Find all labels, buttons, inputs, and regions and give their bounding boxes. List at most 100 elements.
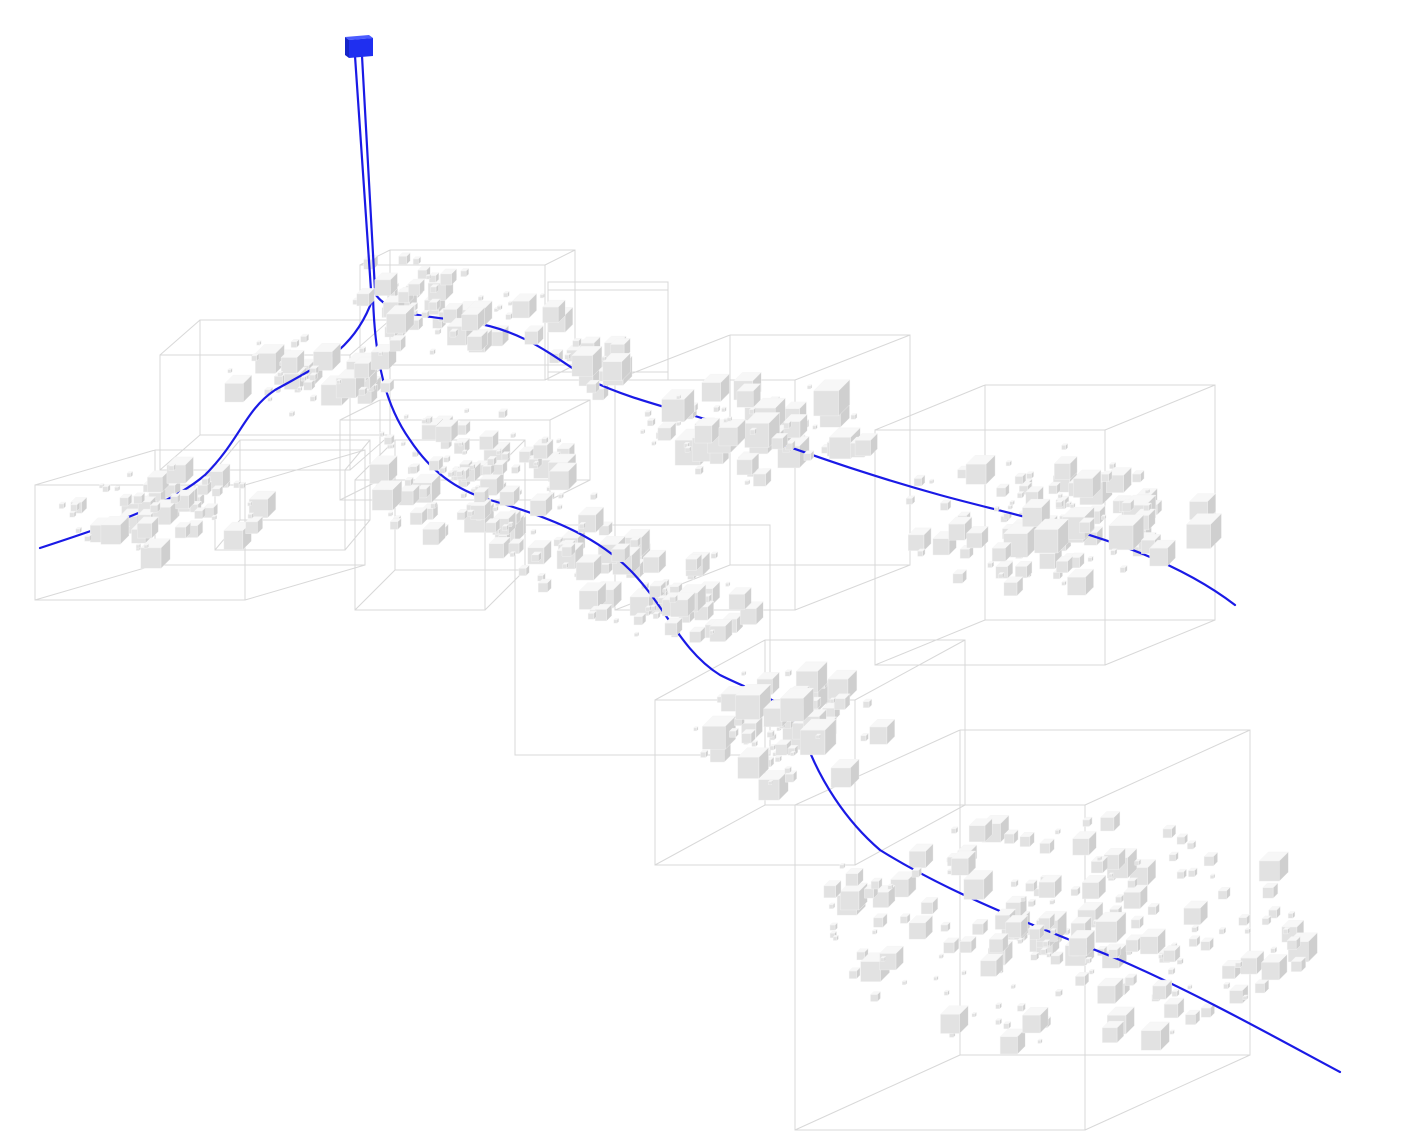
white-cube-icon [479,430,499,451]
cube-face [570,542,576,557]
cube-face [1046,953,1051,958]
cube-face [421,312,428,318]
cube-face [1120,894,1124,904]
cube-face [300,377,305,382]
cube-face [676,395,680,400]
white-cube-icon [675,420,682,427]
cube-face [562,564,567,569]
cube-face [543,293,545,299]
cube-face [310,396,315,402]
white-cube-icon [1176,868,1187,880]
white-cube-icon [539,293,546,299]
white-cube-icon [586,379,600,394]
cube-face [817,661,828,694]
cube-face [878,877,883,890]
white-cube-icon [1054,988,1063,997]
cube-face [201,478,208,486]
white-cube-icon [871,928,878,935]
white-cube-icon [398,484,420,506]
white-cube-icon [587,610,597,620]
cube-face [741,672,745,676]
cube-face [1070,889,1078,896]
cube-face [73,510,77,518]
cube-face [724,406,727,413]
white-cube-icon [880,955,887,963]
white-cube-icon [812,424,818,430]
cube-face [940,1014,960,1034]
cube-face [925,843,934,869]
cube-face [416,463,420,474]
bounding-box [614,334,911,611]
cube-face [1012,499,1015,506]
white-cube-icon [1082,816,1093,827]
cube-face [1176,871,1184,879]
cube-face [1049,912,1055,930]
cube-face [1187,843,1194,850]
white-cube-icon [398,252,411,265]
cube-face [1048,485,1058,495]
cube-face [793,750,796,757]
white-cube-icon [860,732,869,742]
cube-face [438,327,442,335]
cube-face [150,505,158,513]
white-cube-icon [784,669,793,677]
white-cube-icon [829,922,838,931]
cube-face [495,518,501,534]
white-cube-icon [309,372,318,381]
cube-face [771,729,775,738]
white-cube-icon [458,441,464,447]
cube-face [1119,567,1126,573]
white-cube-icon [1186,840,1197,850]
cube-face [593,554,602,581]
cube-face [608,521,613,536]
cube-face [707,600,714,621]
white-cube-icon [1108,514,1145,551]
cube-face [1124,565,1128,574]
cube-face [421,419,426,424]
white-cube-icon [1238,913,1251,926]
cube-face [435,426,452,443]
white-cube-icon [288,410,296,417]
cube-face [1055,991,1061,997]
cube-face [374,279,391,296]
white-cube-icon [1007,504,1013,510]
white-cube-icon [531,551,542,563]
cube-face [810,384,812,390]
white-cube-icon [211,514,218,521]
white-cube-icon [166,456,194,484]
cube-face [1036,951,1039,961]
cube-face [1168,969,1174,975]
cube-face [289,412,294,417]
cube-face [1279,851,1289,882]
cube-face [999,1002,1002,1010]
cube-face [981,525,989,549]
white-cube-icon [767,779,774,786]
white-cube-icon [815,733,822,740]
cube-face [767,732,773,738]
cube-face [710,747,725,763]
cube-face [1246,913,1251,926]
cube-face [983,869,994,900]
white-cube-icon [968,818,993,843]
cube-face [693,727,697,732]
cube-face [744,670,747,676]
cube-face [768,781,772,785]
cube-face [775,757,780,762]
cube-face [661,399,685,423]
cube-face [1158,954,1163,959]
cube-face [1069,456,1078,480]
white-cube-icon [524,325,544,345]
cube-face [741,733,752,744]
white-cube-icon [938,953,944,959]
cube-face [1238,917,1247,926]
cube-face [959,549,970,559]
cube-face [1100,855,1102,862]
cube-face [870,432,878,457]
cube-face [392,480,403,511]
cube-face [710,553,716,559]
cube-face [578,524,584,529]
white-cube-icon [1049,898,1056,905]
cube-face [1053,572,1060,580]
cube-face [1223,926,1226,935]
cube-face [1242,996,1247,1000]
